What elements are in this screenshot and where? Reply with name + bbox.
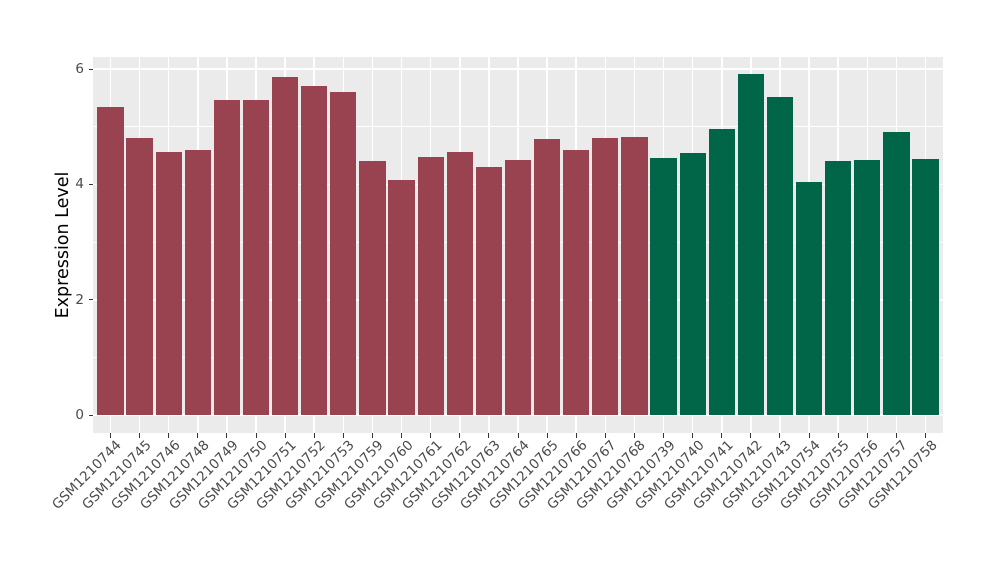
x-axis-tick	[168, 433, 170, 438]
bar-GSM1210753	[330, 92, 357, 416]
x-axis-tick	[750, 433, 752, 438]
bar-GSM1210759	[359, 160, 386, 416]
x-axis-tick	[895, 433, 897, 438]
bar-GSM1210751	[272, 77, 299, 416]
x-axis-tick	[866, 433, 868, 438]
bar-GSM1210754	[795, 181, 823, 416]
y-axis-tick	[88, 299, 93, 301]
bar-GSM1210767	[592, 138, 619, 416]
x-axis-tick	[401, 433, 403, 438]
bar-GSM1210765	[534, 139, 561, 416]
x-axis-tick	[837, 433, 839, 438]
x-axis-tick	[925, 433, 927, 438]
x-axis-tick	[488, 433, 490, 438]
x-axis-tick	[342, 433, 344, 438]
major-gridline	[93, 68, 943, 70]
bar-GSM1210750	[242, 100, 270, 416]
minor-gridline	[93, 126, 943, 128]
x-axis-tick	[255, 433, 257, 438]
x-axis-tick	[692, 433, 694, 438]
bar-GSM1210752	[301, 85, 328, 416]
x-axis-tick	[779, 433, 781, 438]
major-gridline	[93, 414, 943, 416]
bar-GSM1210768	[621, 137, 648, 416]
bar-GSM1210755	[825, 161, 852, 416]
y-tick-label: 4	[75, 176, 84, 193]
y-axis-tick	[88, 414, 93, 416]
bar-GSM1210761	[417, 157, 444, 416]
bar-GSM1210764	[504, 160, 532, 416]
bar-GSM1210763	[475, 166, 502, 416]
bar-GSM1210745	[126, 137, 153, 416]
x-axis-tick	[808, 433, 810, 438]
x-axis-tick	[459, 433, 461, 438]
x-axis-tick	[109, 433, 111, 438]
x-axis-tick	[546, 433, 548, 438]
x-axis-tick	[721, 433, 723, 438]
x-axis-tick	[430, 433, 432, 438]
bar-GSM1210758	[912, 159, 939, 416]
bar-GSM1210760	[388, 180, 415, 416]
y-tick-label: 0	[75, 407, 84, 424]
x-axis-tick	[284, 433, 286, 438]
bar-GSM1210749	[213, 100, 240, 416]
bar-GSM1210756	[854, 160, 881, 416]
x-axis-tick	[313, 433, 315, 438]
bar-GSM1210746	[155, 151, 182, 416]
bar-GSM1210744	[97, 107, 124, 416]
y-tick-label: 2	[75, 291, 84, 308]
bar-GSM1210762	[446, 152, 473, 416]
y-axis-tick	[88, 68, 93, 70]
bar-GSM1210766	[563, 149, 590, 416]
x-axis-tick	[226, 433, 228, 438]
x-axis-tick	[604, 433, 606, 438]
x-axis-tick	[139, 433, 141, 438]
bar-GSM1210757	[883, 131, 910, 416]
bar-GSM1210748	[184, 149, 211, 416]
x-axis-tick	[575, 433, 577, 438]
x-axis-tick	[197, 433, 199, 438]
bar-GSM1210742	[737, 74, 764, 416]
y-axis-title: Expression Level	[53, 171, 73, 319]
bar-GSM1210739	[650, 157, 677, 416]
bar-GSM1210743	[766, 96, 794, 416]
x-axis-tick	[371, 433, 373, 438]
y-axis-tick	[88, 183, 93, 185]
y-tick-label: 6	[75, 61, 84, 78]
x-axis-tick	[663, 433, 665, 438]
x-axis-tick	[633, 433, 635, 438]
bar-GSM1210741	[708, 129, 735, 416]
bar-GSM1210740	[679, 152, 706, 416]
x-axis-tick	[517, 433, 519, 438]
